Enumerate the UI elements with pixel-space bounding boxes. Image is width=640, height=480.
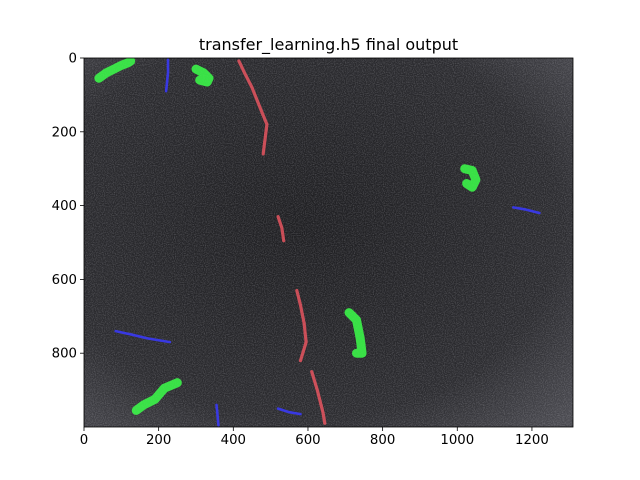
x-tick-label: 800 — [370, 433, 395, 448]
image-texture — [84, 58, 573, 427]
green-overlay-1 — [94, 58, 136, 83]
image-area — [84, 58, 573, 427]
y-tick-label: 600 — [52, 273, 77, 288]
blue-overlay-4 — [276, 407, 302, 416]
x-tick-label: 200 — [146, 433, 171, 448]
red-overlay-4 — [310, 370, 327, 425]
green-overlay-5 — [131, 378, 182, 415]
x-tick-label: 1000 — [440, 433, 474, 448]
y-axis: 0 200 400 600 800 — [52, 52, 84, 362]
y-tick-label: 200 — [52, 125, 77, 140]
red-overlay-1 — [237, 59, 269, 156]
y-tick-label: 0 — [69, 52, 77, 67]
x-tick-label: 600 — [295, 433, 320, 448]
red-overlay-2 — [276, 215, 286, 243]
blue-overlay-5 — [511, 206, 541, 215]
y-tick-label: 400 — [52, 199, 77, 214]
chart-title: transfer_learning.h5 final output — [199, 35, 458, 55]
blue-overlay-3 — [215, 403, 220, 427]
green-overlay-2 — [191, 64, 214, 87]
x-tick-label: 1200 — [515, 433, 549, 448]
x-tick-label: 0 — [80, 433, 88, 448]
x-axis: 0 200 400 600 800 1000 1200 — [80, 427, 549, 448]
x-tick-label: 400 — [221, 433, 246, 448]
red-overlay-3 — [295, 288, 308, 363]
y-tick-label: 800 — [52, 347, 77, 362]
green-overlay-3 — [460, 164, 481, 192]
blue-overlay-2 — [114, 329, 172, 344]
blue-overlay-1 — [164, 58, 170, 93]
overlay-layer — [94, 58, 541, 427]
green-overlay-4 — [344, 308, 367, 358]
plot-frame — [83, 57, 574, 428]
